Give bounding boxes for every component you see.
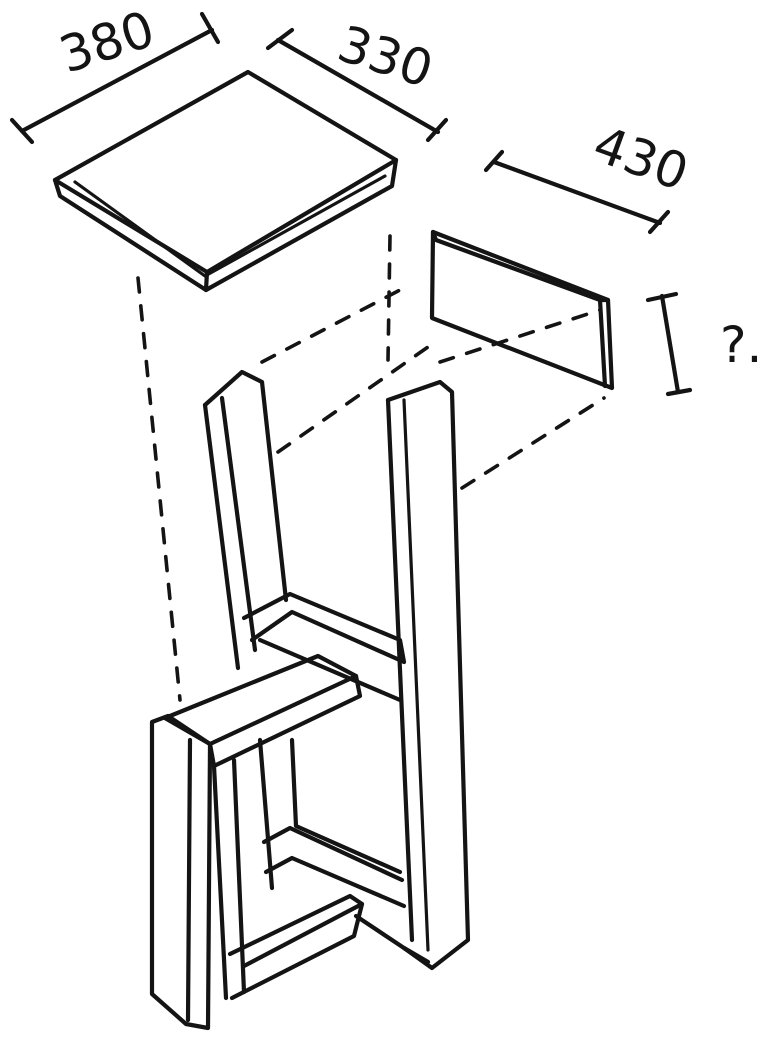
seat-board-edge-inner (73, 174, 387, 278)
backrest-projection-2 (276, 338, 440, 454)
inner-frame-left-edge-2 (231, 757, 247, 995)
backrest-board-top-edge (430, 229, 611, 303)
seat-width-dimension-line (19, 27, 215, 134)
upper-rail-outline (241, 591, 407, 665)
back-left-post (202, 369, 289, 671)
back-left-post-top (202, 369, 289, 603)
inner-frame (211, 737, 407, 1001)
seat-depth-dimension-line (275, 37, 441, 135)
inner-frame-back-lower (289, 737, 403, 875)
back-left-post-front-edge (202, 402, 241, 671)
seat-depth-tick-left (265, 27, 295, 51)
front-left-leg (149, 713, 213, 1031)
seat-board-top-face (52, 69, 399, 275)
backrest-length-tick-right (647, 209, 671, 235)
inner-frame-mid-rail-bottom (263, 855, 407, 909)
inner-frame-mid-rail-top (261, 825, 405, 883)
seat-projection-left (136, 276, 182, 702)
projection-lines (136, 234, 606, 702)
front-left-leg-outline (149, 713, 213, 1031)
backrest-height-dimension-line (659, 293, 681, 395)
seat-board (52, 69, 399, 293)
backrest-projection-1 (260, 288, 402, 364)
backrest-projection-3 (438, 308, 602, 364)
seat-board-front-edge (52, 177, 210, 293)
upper-rail (241, 591, 407, 703)
front-left-leg-edge (185, 737, 193, 1023)
seat-width-label: 380 (53, 0, 162, 85)
backrest-length-dimension-line (491, 159, 663, 226)
seat-depth-dimension: 330 (265, 14, 449, 143)
inner-frame-back-edge (257, 737, 275, 891)
backrest-length-label: 430 (586, 115, 696, 202)
backrest-projection-4 (460, 396, 606, 490)
back-right-post-inner-edge (402, 398, 430, 952)
inner-frame-left-edge (211, 763, 229, 1001)
backrest-height-dimension: ?. (645, 291, 762, 397)
bottom-stretcher (227, 893, 431, 1001)
back-left-post-inner-edge (219, 395, 258, 653)
backrest-height-tick-bottom (665, 387, 693, 397)
backrest-height-tick-top (645, 291, 679, 303)
backrest-length-dimension: 430 (483, 115, 696, 235)
seat-width-dimension: 380 (9, 0, 221, 145)
upper-rail-lower-edge (257, 637, 403, 703)
seat-depth-label: 330 (331, 14, 440, 99)
backrest-board-face (429, 229, 615, 391)
backrest-length-tick-left (483, 149, 505, 173)
seat-depth-tick-right (425, 117, 449, 143)
bottom-stretcher-front (229, 901, 365, 1001)
backrest-board-end-edge (597, 297, 608, 389)
seat-board-side-edge (203, 157, 399, 293)
bottom-stretcher-right (353, 913, 431, 965)
seat-width-tick-right (199, 11, 221, 45)
seat-projection-right (386, 234, 392, 362)
seat-width-tick-left (9, 117, 35, 145)
back-right-post-outline (385, 379, 471, 971)
back-right-post (385, 379, 471, 971)
bottom-stretcher-top (227, 893, 365, 969)
backrest-height-label: ?. (720, 316, 762, 374)
backrest-board (429, 229, 615, 391)
back-right-post-front-edge (385, 397, 415, 943)
